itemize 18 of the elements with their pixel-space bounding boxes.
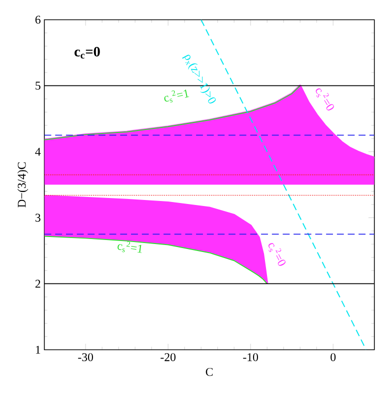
x-tick-label: -30: [78, 353, 93, 362]
annotation: c$_{s}$$^{2}$=0: [316, 88, 334, 110]
annotation: c$_{s}$$^{2}$=1: [118, 241, 142, 253]
annotation: c$_{s}$$^{2}$=1: [164, 90, 189, 103]
y-tick-label: 2: [35, 280, 40, 288]
y-tick-label: 1: [36, 346, 40, 354]
y-tick-label: 5: [36, 82, 40, 90]
x-tick-label: -20: [160, 353, 176, 362]
y-tick-label: 4: [35, 148, 41, 156]
annotation: c$_{c}$=0: [74, 46, 100, 59]
line-series: [44, 236, 268, 284]
x-axis-title: C: [206, 368, 213, 376]
y-axis-title: D−(3/4)C: [17, 162, 28, 208]
y-tick-label: 3: [35, 214, 40, 222]
x-tick-label: -10: [243, 353, 258, 362]
y-tick-label: 6: [35, 16, 40, 24]
annotation: c$_{s}$$^{2}$=0: [268, 243, 286, 266]
x-tick-label: 0: [330, 353, 336, 362]
